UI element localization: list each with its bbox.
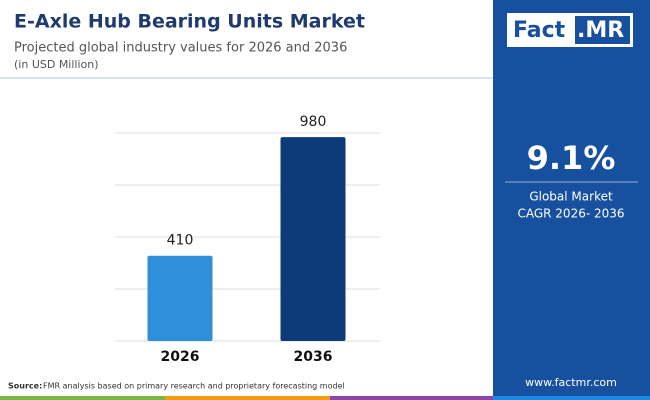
logo-text: Fact <box>513 18 566 43</box>
data-label: 980 <box>300 114 327 130</box>
stripe <box>165 396 330 400</box>
bar <box>280 137 346 341</box>
stripe <box>493 396 650 400</box>
sidebar <box>493 0 650 400</box>
title: E-Axle Hub Bearing Units Market <box>14 11 365 33</box>
source-label: Source: <box>8 382 42 391</box>
website: www.factmr.com <box>525 376 617 389</box>
cagr-label: Global Market <box>529 190 613 204</box>
stripe <box>330 396 493 400</box>
logo-badge <box>575 16 630 44</box>
stripe <box>0 396 165 400</box>
data-label: 410 <box>167 233 194 249</box>
cagr-value: 9.1% <box>527 139 616 177</box>
cagr-label: CAGR 2026- 2036 <box>517 207 624 221</box>
unit: (in USD Million) <box>14 58 99 71</box>
source-text: FMR analysis based on primary research a… <box>43 382 345 391</box>
x-tick-label: 2036 <box>294 349 333 365</box>
subtitle: Projected global industry values for 202… <box>14 41 347 56</box>
x-tick-label: 2026 <box>161 349 200 365</box>
logo-text: .MR <box>577 18 624 43</box>
bar <box>147 255 213 341</box>
